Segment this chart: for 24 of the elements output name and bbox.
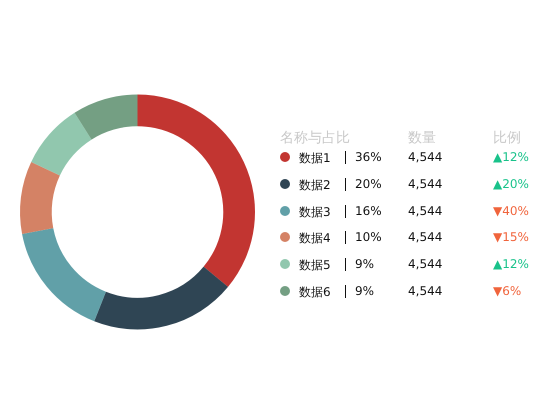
text: ▲12% bbox=[493, 257, 529, 272]
legend-label: 数据5 bbox=[299, 257, 331, 274]
data-label: 10% bbox=[355, 230, 382, 244]
data-label: 9% bbox=[355, 284, 374, 298]
data-label: 9% bbox=[355, 257, 374, 272]
data-label: 36% bbox=[355, 150, 382, 164]
legend-label: 数据1 bbox=[299, 150, 331, 167]
legend-label: 数据4 bbox=[299, 230, 331, 248]
data-label: 20% bbox=[355, 176, 382, 191]
data-label: 16% bbox=[355, 204, 382, 218]
text: ▼15% bbox=[493, 230, 529, 244]
text: 4,544 bbox=[408, 150, 442, 164]
text: ▲20% bbox=[493, 176, 529, 191]
text: ▼6% bbox=[493, 284, 522, 298]
text: 4,544 bbox=[408, 176, 442, 191]
text: ▲12% bbox=[493, 150, 529, 164]
legend-label: 数据3 bbox=[299, 204, 331, 221]
legend-label: 数据6 bbox=[299, 284, 331, 301]
legend-label: 数据2 bbox=[299, 176, 331, 194]
text: 4,544 bbox=[408, 284, 442, 298]
text: 4,544 bbox=[408, 204, 442, 218]
text: ▼40% bbox=[493, 204, 529, 218]
text: 4,544 bbox=[408, 230, 442, 244]
text: 4,544 bbox=[408, 257, 442, 272]
